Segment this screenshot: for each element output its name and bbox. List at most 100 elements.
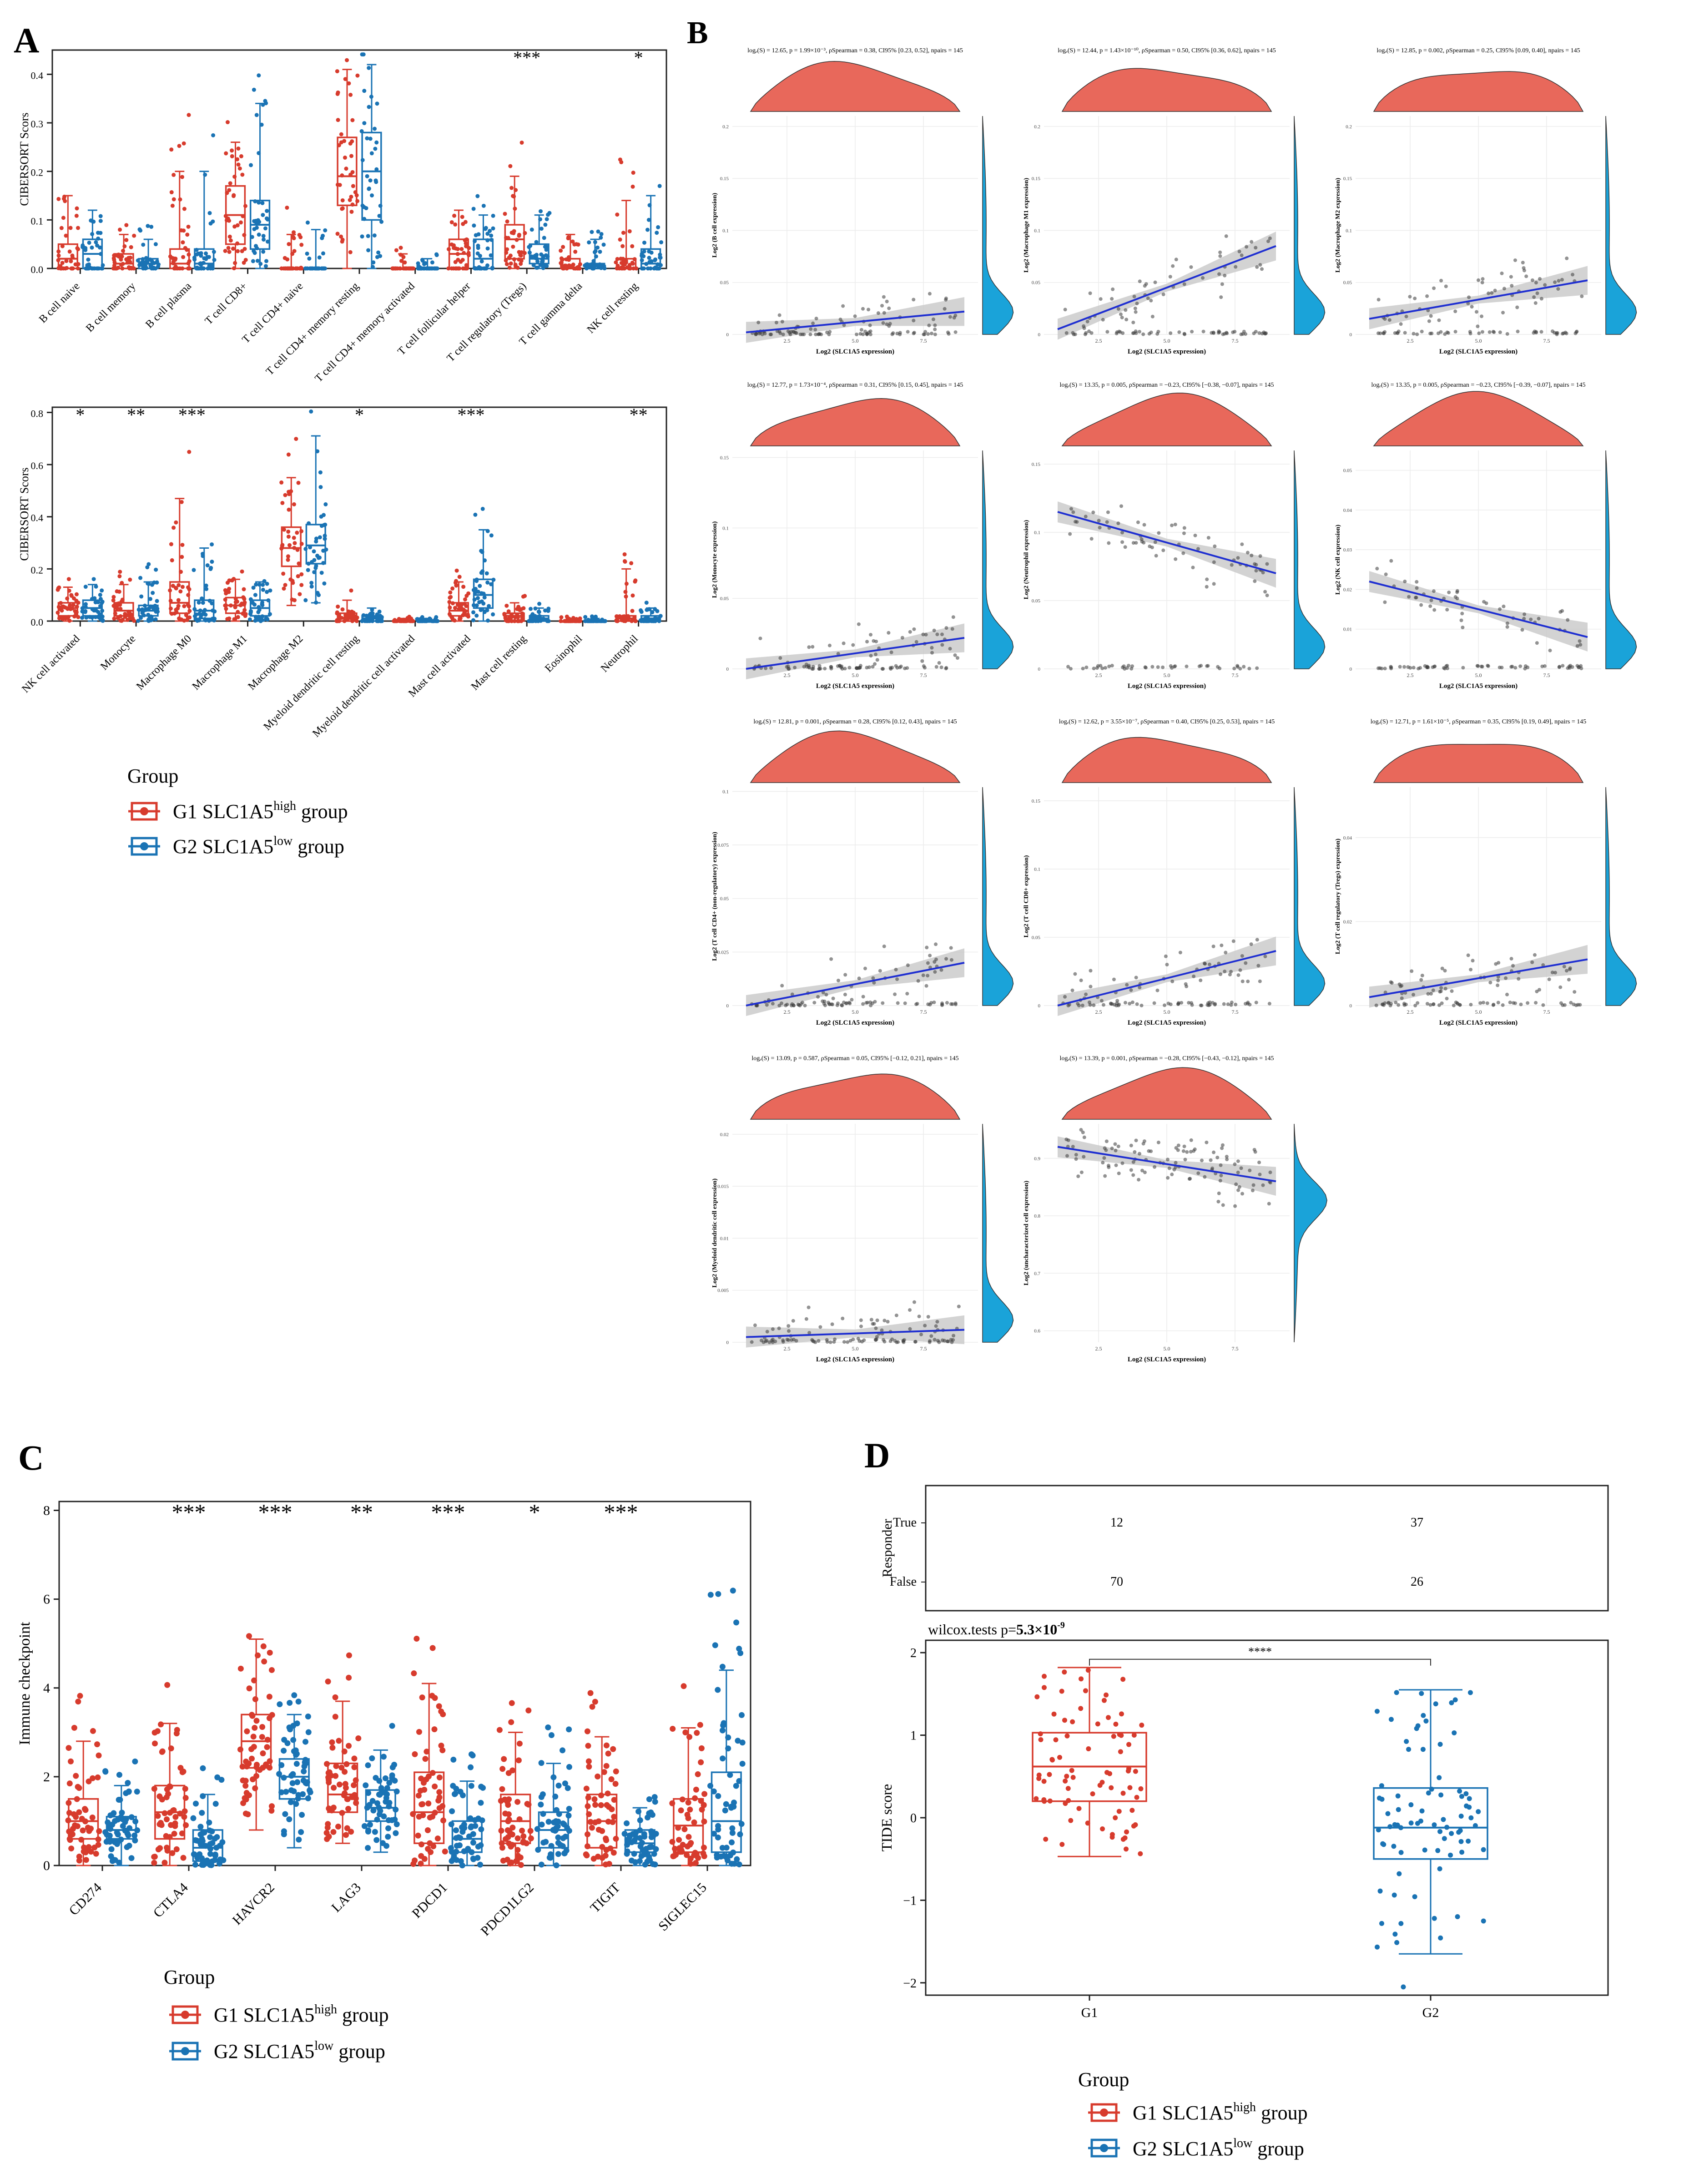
data-point <box>251 586 256 590</box>
data-point <box>1266 239 1271 243</box>
data-point <box>281 1774 287 1781</box>
data-point <box>1469 1002 1473 1006</box>
data-point <box>1412 332 1416 336</box>
data-point <box>1246 1001 1250 1005</box>
plot-frame <box>51 49 667 269</box>
data-point <box>365 1762 371 1769</box>
data-point <box>1120 315 1124 319</box>
y-tick-label: 1 <box>910 1729 917 1743</box>
x-category-label: T cell CD4+ memory resting <box>264 280 361 378</box>
data-point <box>389 1723 395 1729</box>
legend-title: Group <box>127 765 178 787</box>
confidence-band <box>746 948 964 1016</box>
y-tick-label: 0 <box>726 332 729 338</box>
data-point <box>485 246 490 251</box>
data-point <box>1144 666 1148 670</box>
data-point <box>227 188 232 192</box>
data-point <box>385 1825 392 1831</box>
data-point <box>94 240 98 244</box>
data-point <box>930 646 934 650</box>
data-point <box>207 1851 213 1857</box>
data-point <box>861 307 865 311</box>
data-point <box>814 317 818 321</box>
box <box>1373 1787 1488 1860</box>
data-point <box>1487 330 1492 334</box>
scatter-subplot: logₑ(S) = 12.81, p = 0.001, ρSpearman = … <box>711 718 1014 1026</box>
data-point <box>624 260 628 265</box>
data-point <box>1118 1749 1123 1754</box>
data-point <box>470 1831 476 1837</box>
box <box>473 238 494 269</box>
data-point <box>848 1339 852 1343</box>
data-point <box>418 1853 424 1859</box>
fit-line <box>1057 511 1276 574</box>
data-point <box>383 1775 389 1781</box>
data-point <box>599 232 604 236</box>
data-point <box>1400 996 1404 1000</box>
data-point <box>373 126 377 131</box>
data-point <box>538 1760 545 1766</box>
data-point <box>1114 1163 1118 1168</box>
data-point <box>861 995 865 999</box>
data-point <box>123 1790 129 1796</box>
data-point <box>1537 617 1541 621</box>
table-cell: 37 <box>1411 1516 1423 1530</box>
data-point <box>1109 1835 1115 1840</box>
data-point <box>257 73 261 78</box>
data-point <box>932 1000 936 1004</box>
data-point <box>1229 970 1233 974</box>
data-point <box>791 1319 795 1323</box>
data-point <box>457 575 462 579</box>
data-point <box>1415 332 1419 336</box>
data-point <box>262 237 266 242</box>
data-point <box>489 233 494 238</box>
data-point <box>1493 288 1497 293</box>
box <box>194 248 215 269</box>
data-point <box>949 946 953 950</box>
data-point <box>319 571 324 575</box>
box <box>281 526 302 567</box>
data-point <box>1250 553 1254 557</box>
data-point <box>739 1739 746 1746</box>
data-point <box>318 535 322 540</box>
data-point <box>124 257 129 262</box>
data-point <box>96 231 101 235</box>
data-point <box>1155 988 1160 992</box>
data-point <box>599 235 603 240</box>
data-point <box>1410 969 1414 973</box>
data-point <box>865 640 869 644</box>
data-point <box>821 999 825 1003</box>
data-point <box>590 230 594 234</box>
data-point <box>243 614 247 618</box>
data-point <box>236 249 240 253</box>
data-point <box>771 1001 775 1006</box>
data-point <box>591 1796 598 1802</box>
x-category-label: Neutrophil <box>599 633 640 675</box>
data-point <box>1169 331 1173 335</box>
data-point <box>1445 607 1449 612</box>
data-point <box>719 1663 726 1670</box>
data-point <box>164 1682 171 1688</box>
data-point <box>1513 1001 1517 1005</box>
data-point <box>1458 1003 1462 1007</box>
data-point <box>1237 249 1241 253</box>
data-point <box>220 1857 227 1863</box>
data-point <box>1383 330 1387 334</box>
data-point <box>179 228 184 233</box>
data-point <box>1450 989 1454 993</box>
data-point <box>1257 331 1261 335</box>
data-point <box>76 226 80 230</box>
data-point <box>922 664 926 668</box>
data-point <box>413 1635 420 1642</box>
data-point <box>153 617 158 622</box>
data-point <box>829 665 833 669</box>
data-point <box>912 331 916 335</box>
data-point <box>1437 1775 1442 1780</box>
data-point <box>1419 603 1423 607</box>
data-point <box>456 1842 463 1849</box>
data-point <box>261 587 265 592</box>
data-point <box>1221 332 1225 336</box>
data-point <box>1211 945 1215 949</box>
significance-label: *** <box>258 1499 292 1525</box>
data-point <box>633 1830 639 1836</box>
